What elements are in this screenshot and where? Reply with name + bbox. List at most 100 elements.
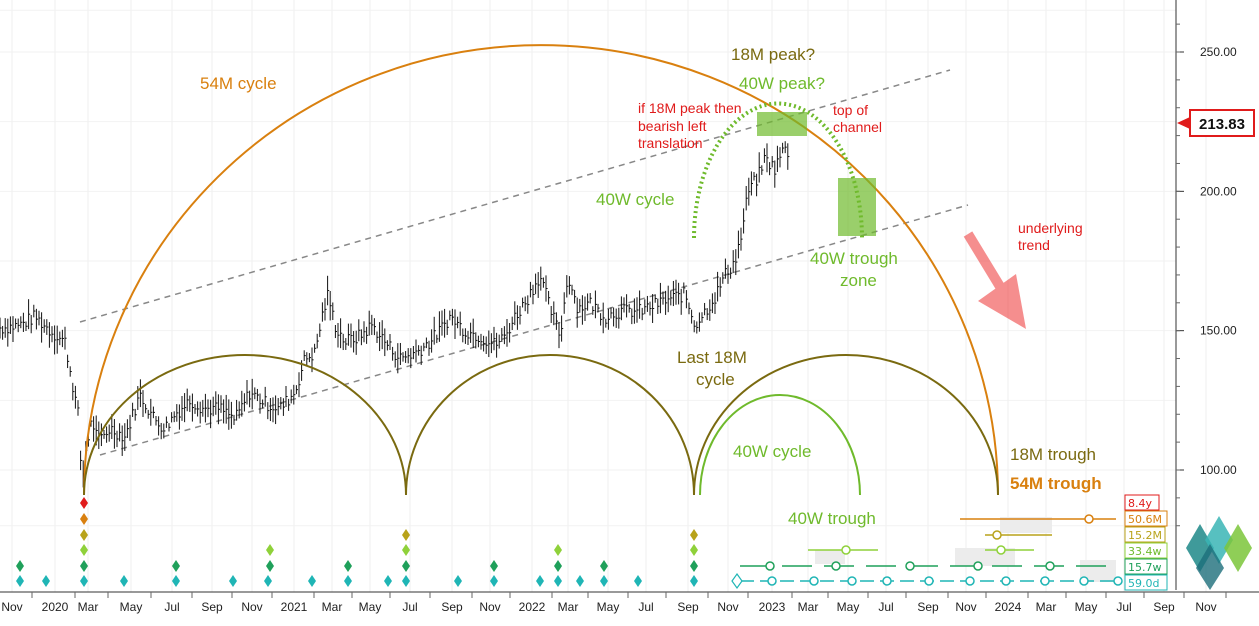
cycle-marker-diamond (120, 575, 128, 587)
x-tick-label: Mar (558, 600, 579, 614)
cycle-label-59-0d: 59.0d (1128, 577, 1159, 590)
cycle-marker-diamond (308, 575, 316, 587)
cycle-marker-diamond (402, 544, 410, 556)
x-tick-label: Jul (164, 600, 179, 614)
price-label-box: 213.83 (1177, 109, 1255, 137)
cycle-marker-diamond (536, 575, 544, 587)
cycle-marker-diamond (266, 544, 274, 556)
x-tick-label: 2024 (995, 600, 1022, 614)
annotation-40w-trough: 40W trough (788, 509, 876, 528)
annotation-last-18m: Last 18M (677, 348, 747, 367)
peak-zone-box (757, 112, 807, 136)
price-label-text: 213.83 (1199, 116, 1245, 133)
cycle-marker-diamond (554, 575, 562, 587)
cycle-marker-diamond (344, 560, 352, 572)
cycle-marker-diamond (490, 575, 498, 587)
cycle-markers (16, 497, 698, 587)
x-tick-label: 2021 (281, 600, 308, 614)
underlying-trend-arrow (963, 231, 1026, 329)
upper-channel-line (79, 69, 951, 323)
x-tick-label: May (120, 600, 143, 614)
x-tick-label: 2022 (519, 600, 546, 614)
cycle-marker-diamond (172, 575, 180, 587)
y-tick-label: 150.00 (1200, 324, 1237, 338)
x-tick-label: May (359, 600, 382, 614)
x-tick-label: Nov (955, 600, 976, 614)
x-tick-label: Jul (402, 600, 417, 614)
x-tick-label: Sep (917, 600, 939, 614)
cycle-label-50-6m: 50.6M (1128, 513, 1162, 526)
cycle-arc-18m-3 (693, 354, 999, 496)
cycle-projections (731, 514, 1123, 590)
x-tick-label: May (597, 600, 620, 614)
cycle-arc-18m-1 (83, 354, 407, 496)
cycle-marker-diamond (554, 560, 562, 572)
cycle-period-labels: 8.4y 50.6M 15.2M 33.4w 15.7w 59.0d (1124, 494, 1168, 591)
cycle-label-15-2m: 15.2M (1128, 529, 1162, 542)
cycle-label-8-4y: 8.4y (1128, 497, 1152, 510)
y-tick-label: 250.00 (1200, 45, 1237, 59)
cycle-marker-diamond (80, 544, 88, 556)
annotation-40w-cycle-b: 40W cycle (733, 442, 811, 461)
x-tick-label: Mar (798, 600, 819, 614)
cycle-marker-diamond (490, 560, 498, 572)
cycle-arc-18m-2 (405, 354, 695, 496)
annotation-40w-peak: 40W peak? (739, 74, 825, 93)
cycle-arc-54m (83, 44, 999, 496)
annotation-40w-cycle-a: 40W cycle (596, 190, 674, 209)
cycle-arc-40w (699, 394, 861, 496)
cycle-label-15-7w: 15.7w (1128, 561, 1162, 574)
cycle-marker-diamond (454, 575, 462, 587)
chart-grid (0, 0, 1207, 592)
cycle-marker-diamond (264, 575, 272, 587)
cycle-marker-diamond (576, 575, 584, 587)
cycle-marker-diamond (172, 560, 180, 572)
cycle-marker-diamond (690, 544, 698, 556)
annotation-top-of: top of (833, 102, 868, 118)
cycle-marker-diamond (600, 560, 608, 572)
cycle-marker-diamond (80, 575, 88, 587)
cycle-marker-diamond (16, 575, 24, 587)
cycle-marker-diamond (80, 560, 88, 572)
x-tick-label: Sep (441, 600, 463, 614)
x-axis-ticks: Nov 2020 Mar May Jul Sep Nov 2021 Mar May Jul Sep No… (1, 592, 1227, 614)
cycle-arc-40w-dotted (692, 101, 864, 239)
x-tick-label: May (837, 600, 860, 614)
x-tick-label: Mar (78, 600, 99, 614)
cycle-marker-diamond (402, 560, 410, 572)
x-tick-label: Sep (677, 600, 699, 614)
x-tick-label: Jul (638, 600, 653, 614)
cycle-marker-diamond (384, 575, 392, 587)
brand-logo-icon (1186, 516, 1252, 590)
x-tick-label: 2020 (42, 600, 69, 614)
x-tick-label: Nov (241, 600, 262, 614)
x-tick-label: Mar (322, 600, 343, 614)
x-tick-label: Mar (1036, 600, 1057, 614)
lower-channel-line (99, 204, 969, 456)
annotation-channel: channel (833, 119, 882, 135)
cycle-marker-diamond (600, 575, 608, 587)
annotation-18m-trough: 18M trough (1010, 445, 1096, 464)
cycle-label-33-4w: 33.4w (1128, 545, 1162, 558)
annotation-underlying: underlying (1018, 220, 1083, 236)
x-tick-label: Sep (1153, 600, 1175, 614)
cycle-marker-diamond (402, 529, 410, 541)
y-tick-label: 100.00 (1200, 463, 1237, 477)
cycle-marker-diamond (554, 544, 562, 556)
x-tick-label: Jul (1116, 600, 1131, 614)
annotation-cycle: cycle (696, 370, 735, 389)
annotations: 54M cycle 18M peak? 40W peak? if 18M pea… (200, 45, 1102, 528)
cycle-marker-diamond (690, 575, 698, 587)
y-tick-label: 200.00 (1200, 184, 1237, 198)
annotation-18m-peak: 18M peak? (731, 45, 815, 64)
cycle-marker-diamond (16, 560, 24, 572)
cycle-marker-diamond (229, 575, 237, 587)
x-tick-label: Jul (878, 600, 893, 614)
annotation-trend: trend (1018, 237, 1050, 253)
annotation-40w-trough-zone-1: 40W trough (810, 249, 898, 268)
cycle-marker-diamond (402, 575, 410, 587)
cycle-marker-diamond (80, 529, 88, 541)
annotation-bearish-2: bearish left (638, 118, 707, 134)
